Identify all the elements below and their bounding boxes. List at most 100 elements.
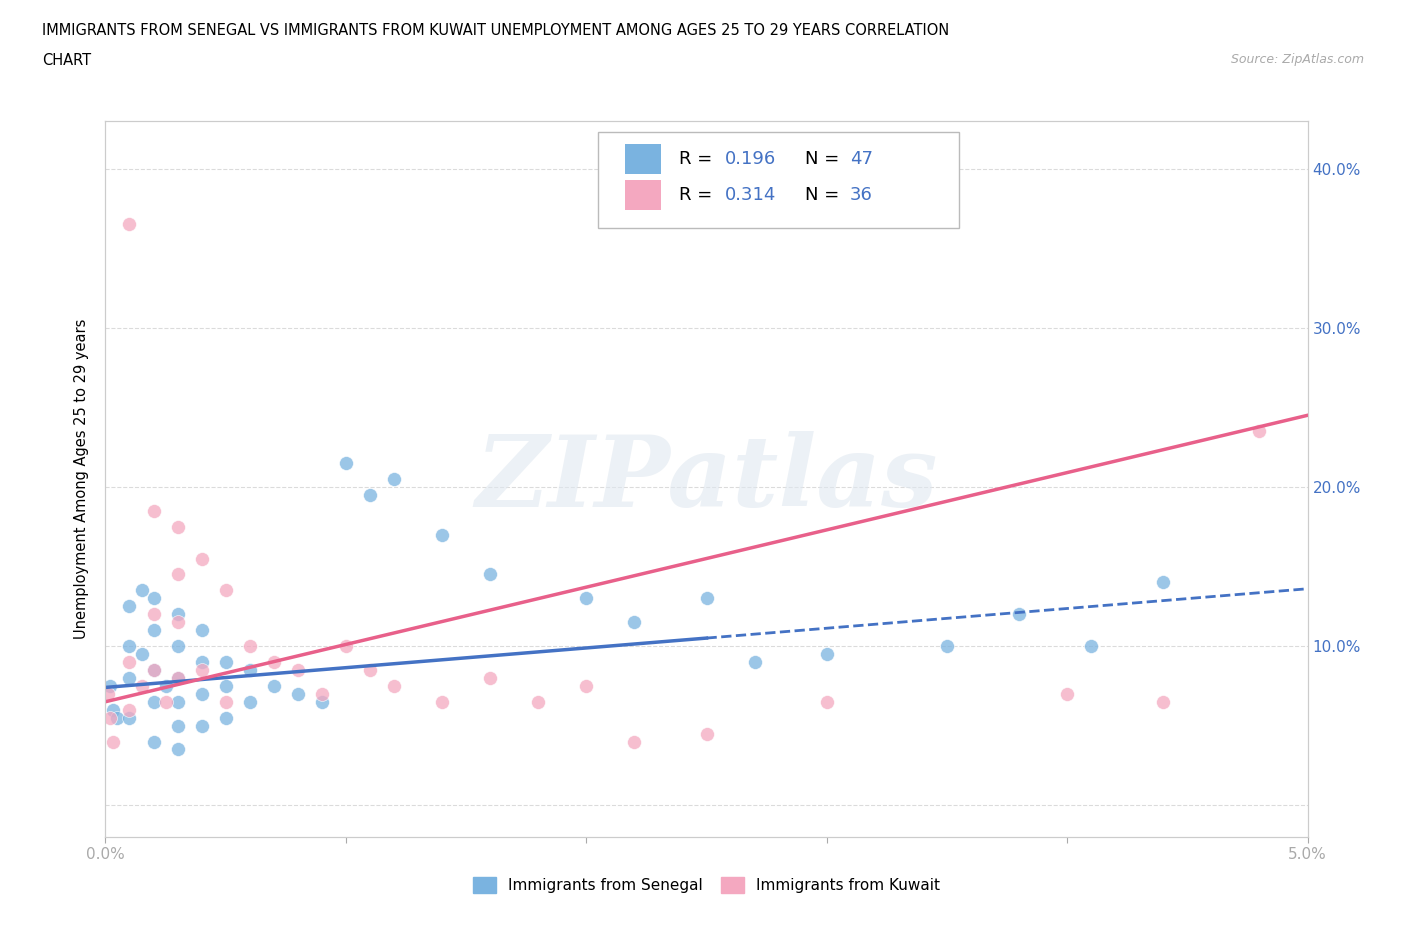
Point xyxy=(142,503,165,518)
Point xyxy=(214,655,236,670)
Text: ZIPatlas: ZIPatlas xyxy=(475,431,938,527)
Point xyxy=(359,487,381,502)
Point xyxy=(214,695,236,710)
Point xyxy=(696,591,718,605)
Point xyxy=(1152,695,1174,710)
FancyBboxPatch shape xyxy=(624,179,661,209)
Point xyxy=(142,591,165,605)
Point xyxy=(311,695,333,710)
Point xyxy=(190,686,212,701)
Point xyxy=(118,639,141,654)
Point xyxy=(239,662,262,677)
Point xyxy=(1008,606,1031,621)
Point xyxy=(430,695,453,710)
Point xyxy=(142,606,165,621)
Text: R =: R = xyxy=(679,186,718,204)
Point xyxy=(118,599,141,614)
Point xyxy=(98,711,121,725)
Text: 0.196: 0.196 xyxy=(724,150,776,167)
Point xyxy=(479,567,502,582)
Point xyxy=(815,646,838,661)
Point xyxy=(142,734,165,749)
Point xyxy=(815,695,838,710)
Point xyxy=(1152,575,1174,590)
Point xyxy=(623,734,645,749)
Point xyxy=(166,615,188,630)
Point xyxy=(479,671,502,685)
Point xyxy=(118,671,141,685)
Point xyxy=(623,615,645,630)
Point xyxy=(142,662,165,677)
Point xyxy=(190,623,212,638)
Point xyxy=(98,678,121,693)
Point xyxy=(1080,639,1102,654)
Point xyxy=(166,718,188,733)
Point xyxy=(214,678,236,693)
Point xyxy=(166,742,188,757)
Point xyxy=(166,519,188,534)
Point xyxy=(359,662,381,677)
Point xyxy=(118,702,141,717)
Point xyxy=(430,527,453,542)
Point xyxy=(190,551,212,566)
Point xyxy=(311,686,333,701)
Point xyxy=(142,623,165,638)
Text: 47: 47 xyxy=(849,150,873,167)
Point xyxy=(101,734,124,749)
FancyBboxPatch shape xyxy=(599,132,959,229)
Point xyxy=(527,695,550,710)
Point xyxy=(744,655,766,670)
Text: R =: R = xyxy=(679,150,718,167)
Text: IMMIGRANTS FROM SENEGAL VS IMMIGRANTS FROM KUWAIT UNEMPLOYMENT AMONG AGES 25 TO : IMMIGRANTS FROM SENEGAL VS IMMIGRANTS FR… xyxy=(42,23,949,38)
Point xyxy=(118,217,141,232)
Point xyxy=(166,639,188,654)
Point xyxy=(166,567,188,582)
Point xyxy=(287,686,309,701)
Legend: Immigrants from Senegal, Immigrants from Kuwait: Immigrants from Senegal, Immigrants from… xyxy=(465,870,948,901)
Point xyxy=(335,639,357,654)
Point xyxy=(263,678,285,693)
Point xyxy=(1249,424,1271,439)
Point xyxy=(239,695,262,710)
Point xyxy=(1056,686,1078,701)
Text: N =: N = xyxy=(806,150,845,167)
Point xyxy=(696,726,718,741)
Point xyxy=(575,591,598,605)
Point xyxy=(118,711,141,725)
Text: CHART: CHART xyxy=(42,53,91,68)
Point xyxy=(101,702,124,717)
Point xyxy=(118,655,141,670)
Point xyxy=(155,695,177,710)
Y-axis label: Unemployment Among Ages 25 to 29 years: Unemployment Among Ages 25 to 29 years xyxy=(75,319,90,639)
Point xyxy=(382,472,405,486)
Point xyxy=(190,662,212,677)
Point xyxy=(166,695,188,710)
Point xyxy=(214,711,236,725)
Text: N =: N = xyxy=(806,186,845,204)
Point xyxy=(263,655,285,670)
FancyBboxPatch shape xyxy=(624,144,661,174)
Point xyxy=(166,671,188,685)
Point xyxy=(166,671,188,685)
Point xyxy=(107,711,129,725)
Point xyxy=(97,686,120,701)
Text: 36: 36 xyxy=(849,186,873,204)
Point xyxy=(142,695,165,710)
Point xyxy=(131,583,153,598)
Point xyxy=(239,639,262,654)
Point xyxy=(142,662,165,677)
Text: 0.314: 0.314 xyxy=(724,186,776,204)
Point xyxy=(575,678,598,693)
Point xyxy=(936,639,959,654)
Text: Source: ZipAtlas.com: Source: ZipAtlas.com xyxy=(1230,53,1364,66)
Point xyxy=(131,646,153,661)
Point xyxy=(166,606,188,621)
Point xyxy=(190,655,212,670)
Point xyxy=(382,678,405,693)
Point xyxy=(155,678,177,693)
Point xyxy=(335,456,357,471)
Point xyxy=(287,662,309,677)
Point xyxy=(190,718,212,733)
Point xyxy=(214,583,236,598)
Point xyxy=(131,678,153,693)
